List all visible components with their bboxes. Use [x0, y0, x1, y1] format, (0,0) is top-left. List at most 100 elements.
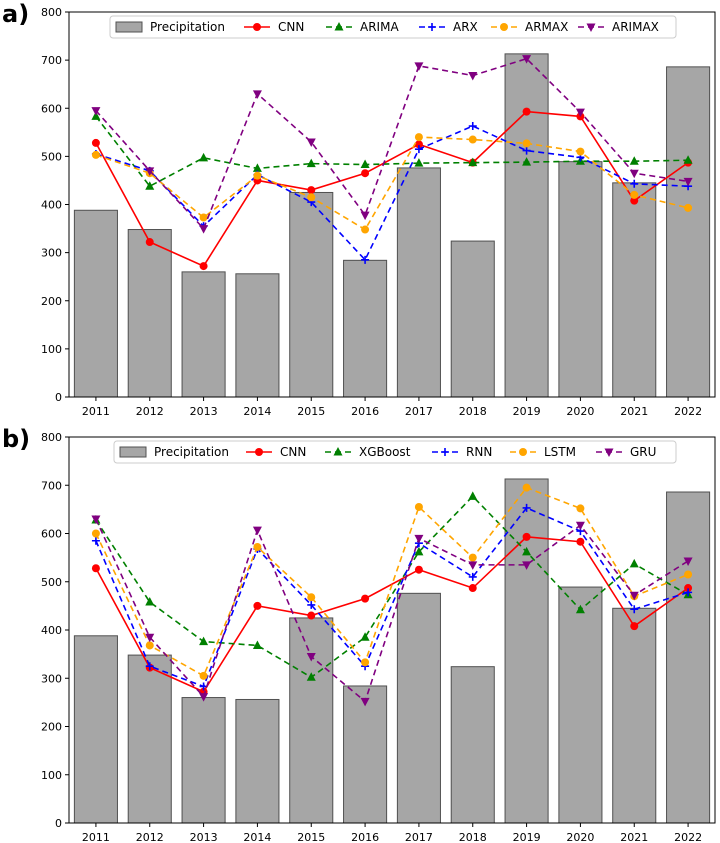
arimax-point-2015 [306, 138, 316, 147]
lstm-point-2020 [576, 504, 585, 513]
legend-entry-precipitation: Precipitation [119, 445, 229, 459]
lstm-point-2011 [91, 529, 100, 538]
legend-entry-armax: ARMAX [491, 20, 568, 34]
x-tick-label: 2018 [459, 405, 487, 418]
cnn-point-2012 [145, 238, 154, 247]
armax-point-2017 [414, 133, 423, 142]
rnn-point-2011 [91, 536, 100, 545]
precipitation-bar-2019 [504, 478, 549, 824]
y-tick-label: 500 [41, 576, 62, 589]
legend-label: CNN [280, 445, 306, 459]
precipitation-bar-2018 [450, 240, 495, 398]
legend-label: ARX [453, 20, 478, 34]
x-tick-label: 2011 [82, 831, 110, 843]
precipitation-bar-2012 [127, 654, 172, 824]
armax-point-2021 [630, 190, 639, 199]
precipitation-bar-2021 [612, 182, 657, 398]
armax-point-2013 [199, 213, 208, 222]
rnn-point-2015 [307, 600, 316, 609]
cnn-point-2017 [414, 140, 423, 149]
precipitation-bar-2015 [289, 191, 334, 398]
gru-point-2014 [252, 526, 262, 536]
arx-series-line [95, 125, 689, 262]
y-tick-label: 800 [41, 6, 62, 19]
legend-label: LSTM [544, 445, 576, 459]
arimax-point-2014 [252, 90, 262, 99]
legend-marker [604, 448, 614, 457]
arima-point-2014 [252, 163, 262, 172]
x-tick-label: 2012 [136, 405, 164, 418]
arima-point-2019 [522, 157, 532, 166]
y-tick-label: 800 [41, 431, 62, 444]
precipitation-bar-2017 [396, 592, 441, 824]
arima-point-2017 [414, 158, 424, 167]
cnn-point-2013 [199, 262, 208, 271]
lstm-point-2019 [522, 483, 531, 492]
y-tick-label: 100 [41, 343, 62, 356]
arx-point-2016 [361, 255, 370, 264]
gru-point-2016 [360, 697, 370, 707]
gru-point-2020 [575, 521, 585, 531]
legend-entry-arimax: ARIMAX [578, 20, 659, 34]
lstm-point-2015 [307, 593, 316, 602]
y-tick-label: 200 [41, 295, 62, 308]
x-tick-label: 2022 [674, 831, 702, 843]
legend-entry-xgboost: XGBoost [325, 445, 411, 459]
x-tick-label: 2017 [405, 831, 433, 843]
precipitation-bar-2022 [666, 491, 711, 824]
x-tick-label: 2022 [674, 405, 702, 418]
arimax-point-2018 [468, 72, 478, 81]
x-tick-label: 2017 [405, 405, 433, 418]
armax-point-2022 [684, 203, 693, 212]
legend-label: ARMAX [525, 20, 568, 34]
y-tick-label: 0 [55, 817, 62, 830]
x-tick-label: 2021 [620, 405, 648, 418]
legend-label: ARIMA [360, 20, 399, 34]
rnn-point-2022 [684, 588, 693, 597]
x-tick-label: 2020 [566, 831, 594, 843]
gru-point-2019 [522, 561, 532, 570]
gru-point-2013 [199, 693, 209, 702]
legend-marker [333, 447, 343, 456]
xgboost-point-2019 [522, 546, 532, 556]
precipitation-bar-2014 [235, 273, 280, 398]
cnn-point-2015 [307, 186, 316, 195]
gru-point-2022 [683, 557, 693, 567]
armax-point-2019 [522, 139, 531, 148]
legend-entry-gru: GRU [596, 445, 656, 459]
legend-marker [519, 448, 527, 456]
legend-marker [334, 22, 344, 31]
legend-label: ARIMAX [612, 20, 659, 34]
x-tick-label: 2014 [243, 405, 271, 418]
legend-swatch [119, 446, 147, 458]
arima-point-2011 [91, 111, 101, 120]
precipitation-bar-2013 [181, 697, 226, 824]
xgboost-point-2016 [360, 632, 370, 641]
cnn-series-line [95, 110, 689, 268]
x-tick-label: 2013 [190, 405, 218, 418]
y-tick-label: 200 [41, 721, 62, 734]
xgboost-point-2021 [629, 558, 639, 568]
legend-entry-arima: ARIMA [326, 20, 399, 34]
armax-point-2011 [91, 150, 100, 159]
precipitation-bar-2021 [612, 607, 657, 824]
y-tick-label: 700 [41, 479, 62, 492]
arimax-point-2013 [199, 225, 209, 234]
precipitation-bar-2012 [127, 229, 172, 398]
arimax-point-2022 [683, 177, 693, 187]
legend: Precipitation CNN ARIMA ARX ARMAX ARIMAX [109, 15, 677, 39]
arimax-point-2020 [575, 108, 585, 118]
gru-point-2015 [306, 653, 316, 662]
legend-marker [586, 23, 596, 32]
gru-point-2021 [629, 591, 639, 601]
xgboost-series-line [95, 495, 689, 679]
xgboost-point-2015 [306, 672, 316, 681]
xgboost-point-2013 [199, 636, 209, 646]
gru-point-2017 [414, 534, 424, 544]
x-tick-label: 2016 [351, 405, 379, 418]
lstm-point-2014 [253, 543, 262, 552]
legend-marker [428, 23, 436, 31]
cnn-point-2019 [522, 532, 531, 541]
cnn-point-2014 [253, 601, 262, 610]
arima-point-2012 [145, 181, 155, 190]
